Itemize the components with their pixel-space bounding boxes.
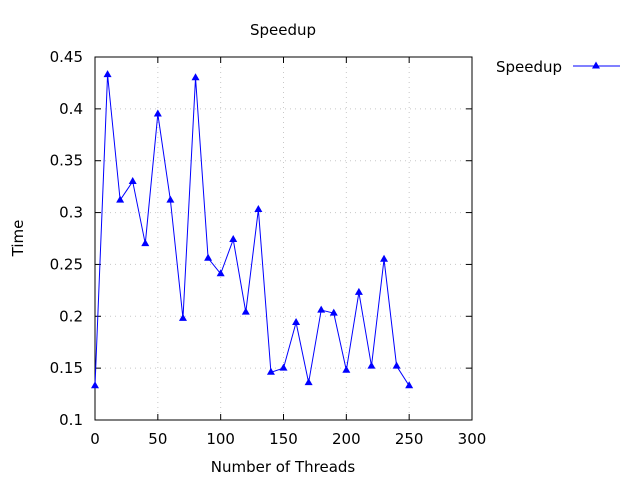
- y-tick-label: 0.35: [50, 152, 83, 170]
- x-axis-label: Number of Threads: [211, 458, 356, 476]
- data-point-marker: [254, 204, 263, 212]
- data-point-marker: [279, 363, 288, 371]
- data-point-marker: [392, 361, 401, 369]
- data-point-marker: [304, 378, 313, 386]
- axis-ticks: 0 50 100 150 200 250 300 0.1 0.15 0.2 0.25 0.3 0.35 0…: [50, 48, 487, 448]
- data-point-marker: [128, 176, 137, 184]
- y-tick-label: 0.1: [59, 411, 83, 429]
- legend-label: Speedup: [496, 58, 562, 76]
- data-point-marker: [191, 73, 200, 81]
- data-point-marker: [380, 254, 389, 262]
- x-tick-label: 50: [148, 430, 167, 448]
- y-tick-label: 0.3: [59, 204, 83, 222]
- y-tick-label: 0.45: [50, 48, 83, 66]
- series-line: [94, 74, 410, 387]
- data-point-marker: [141, 239, 150, 247]
- data-point-marker: [317, 305, 326, 313]
- x-tick-label: 0: [90, 430, 100, 448]
- data-point-marker: [103, 70, 112, 78]
- data-point-marker: [241, 307, 250, 315]
- x-tick-label: 300: [458, 430, 487, 448]
- series-group: [91, 70, 414, 389]
- x-tick-label: 250: [395, 430, 424, 448]
- x-tick-label: 100: [206, 430, 235, 448]
- data-point-marker: [342, 365, 351, 373]
- x-tick-label: 150: [269, 430, 298, 448]
- data-point-marker: [405, 381, 414, 389]
- legend-marker: [592, 61, 600, 69]
- y-tick-label: 0.15: [50, 359, 83, 377]
- data-point-marker: [329, 308, 338, 316]
- data-point-marker: [153, 109, 162, 117]
- x-tick-label: 200: [332, 430, 361, 448]
- y-axis-label: Time: [9, 220, 27, 258]
- data-point-marker: [354, 287, 363, 295]
- y-tick-label: 0.4: [59, 100, 83, 118]
- data-point-marker: [229, 235, 238, 243]
- data-point-marker: [204, 253, 213, 261]
- data-point-marker: [91, 381, 99, 389]
- y-tick-label: 0.2: [59, 307, 83, 325]
- data-point-marker: [367, 361, 376, 369]
- data-point-marker: [216, 269, 225, 277]
- data-point-marker: [178, 313, 187, 321]
- chart-title: Speedup: [250, 21, 316, 39]
- y-tick-label: 0.25: [50, 255, 83, 273]
- legend: Speedup: [496, 58, 620, 76]
- data-point-marker: [166, 195, 175, 203]
- data-point-marker: [292, 318, 301, 326]
- data-point-marker: [266, 367, 275, 375]
- data-point-marker: [116, 195, 125, 203]
